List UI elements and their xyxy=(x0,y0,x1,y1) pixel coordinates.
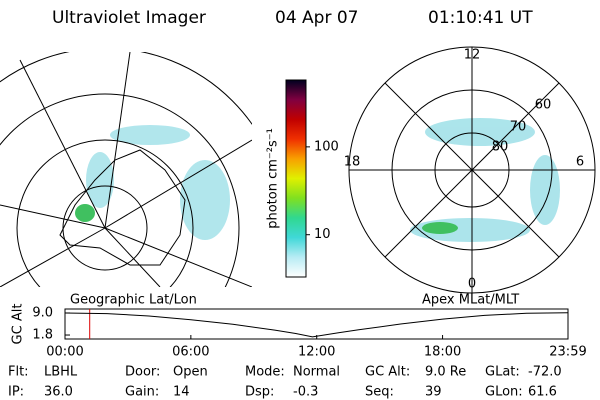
x-tick-label: 06:00 xyxy=(172,345,209,360)
colorbar-tick-label: 10 xyxy=(314,227,331,242)
info-value: Open xyxy=(173,365,208,380)
info-label: Door: xyxy=(125,365,160,380)
info-value: -0.3 xyxy=(293,385,318,400)
colorbar xyxy=(285,79,307,278)
time: 01:10:41 UT xyxy=(428,8,533,28)
colorbar-label: photon cm⁻²s⁻¹ xyxy=(266,128,281,229)
x-tick-label: 12:00 xyxy=(298,345,335,360)
x-tick-label: 23:59 xyxy=(549,345,586,360)
mlt-label: 6 xyxy=(576,155,584,170)
info-value: Normal xyxy=(293,365,340,380)
mlat-label: 70 xyxy=(510,120,527,135)
info-value: -72.0 xyxy=(528,365,562,380)
x-tick-label: 18:00 xyxy=(424,345,461,360)
info-value: 14 xyxy=(173,385,190,400)
date: 04 Apr 07 xyxy=(275,8,358,28)
y-tick-label: 1.8 xyxy=(32,328,53,343)
map-label: Geographic Lat/Lon xyxy=(70,293,197,308)
info-label: Gain: xyxy=(125,385,159,400)
info-label: IP: xyxy=(8,385,24,400)
mlt-label: 0 xyxy=(468,277,476,292)
info-label: GC Alt: xyxy=(365,365,410,380)
mlat-label: 80 xyxy=(492,140,509,155)
info-value: LBHL xyxy=(44,365,78,380)
info-value: 36.0 xyxy=(44,385,73,400)
info-label: Flt: xyxy=(8,365,29,380)
y-axis-label: GC Alt xyxy=(11,304,26,345)
info-label: Dsp: xyxy=(245,385,274,400)
mlat-label: 60 xyxy=(535,98,552,113)
colorbar-tick-label: 100 xyxy=(314,139,339,154)
info-value: 61.6 xyxy=(528,385,557,400)
info-label: GLon: xyxy=(485,385,523,400)
altitude-line xyxy=(64,312,569,338)
info-label: Seq: xyxy=(365,385,394,400)
info-value: 39 xyxy=(425,385,442,400)
map-label: Apex MLat/MLT xyxy=(422,293,519,308)
info-label: Mode: xyxy=(245,365,285,380)
info-value: 9.0 Re xyxy=(425,365,466,380)
mlt-label: 18 xyxy=(344,155,361,170)
title: Ultraviolet Imager xyxy=(52,8,206,28)
plot-frame xyxy=(64,308,569,340)
geographic-map xyxy=(0,52,252,287)
x-tick-label: 00:00 xyxy=(46,345,83,360)
mlt-label: 12 xyxy=(464,48,481,63)
y-tick-label: 9.0 xyxy=(32,305,53,320)
info-label: GLat: xyxy=(485,365,520,380)
